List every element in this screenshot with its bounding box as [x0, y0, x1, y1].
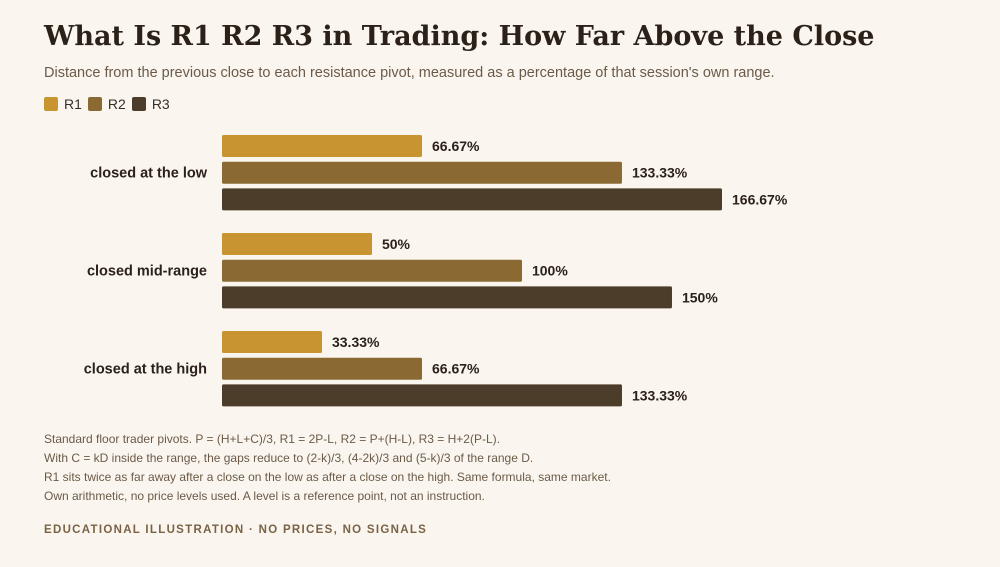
- footnote-line: Standard floor trader pivots. P = (H+L+C…: [44, 432, 500, 446]
- legend-label-r1: R1: [64, 96, 82, 112]
- legend-label-r3: R3: [151, 96, 170, 112]
- footer-disclaimer: EDUCATIONAL ILLUSTRATION · NO PRICES, NO…: [44, 524, 428, 536]
- bar-r1: [222, 135, 423, 157]
- data-label-r3: 150%: [682, 289, 718, 305]
- legend: R1 R2 R3: [44, 96, 170, 112]
- data-label-r1: 66.67%: [432, 138, 480, 154]
- legend-label-r2: R2: [107, 96, 126, 112]
- bar-r2: [222, 259, 522, 282]
- legend-item-r1: R1: [44, 96, 82, 112]
- footnotes: Standard floor trader pivots. P = (H+L+C…: [44, 430, 611, 506]
- bar-r3: [222, 188, 722, 211]
- legend-item-r2: R2: [87, 96, 126, 112]
- category-label: closed at the high: [84, 362, 207, 378]
- category-label: closed mid-range: [87, 264, 207, 280]
- data-label-r2: 66.67%: [432, 361, 480, 377]
- footnote-line: Own arithmetic, no price levels used. A …: [44, 489, 485, 503]
- bar-r2: [222, 357, 423, 380]
- data-label-r1: 33.33%: [332, 334, 380, 350]
- bar-r3: [222, 384, 622, 407]
- data-label-r2: 133.33%: [632, 165, 688, 181]
- bar-r2: [222, 161, 622, 184]
- data-label-r3: 133.33%: [632, 387, 688, 403]
- category-label: closed at the low: [90, 166, 208, 182]
- data-label-r3: 166.67%: [732, 191, 788, 207]
- bar-r1: [222, 331, 322, 353]
- footnote-line: R1 sits twice as far away after a close …: [44, 470, 611, 484]
- chart-subtitle: Distance from the previous close to each…: [44, 65, 775, 81]
- bar-r3: [222, 286, 672, 309]
- legend-swatch-r3: [131, 97, 146, 111]
- bar-r1: [222, 233, 372, 255]
- legend-swatch-r1: [44, 97, 58, 111]
- chart-title: What Is R1 R2 R3 in Trading: How Far Abo…: [44, 21, 875, 52]
- legend-item-r3: R3: [131, 96, 170, 112]
- legend-swatch-r2: [87, 97, 102, 111]
- footnote-line: With C = kD inside the range, the gaps r…: [44, 451, 534, 465]
- data-label-r2: 100%: [532, 263, 568, 279]
- bar-chart: closed at the low 66.67% 133.33% 166.67% clo…: [84, 135, 788, 407]
- data-label-r1: 50%: [382, 236, 411, 252]
